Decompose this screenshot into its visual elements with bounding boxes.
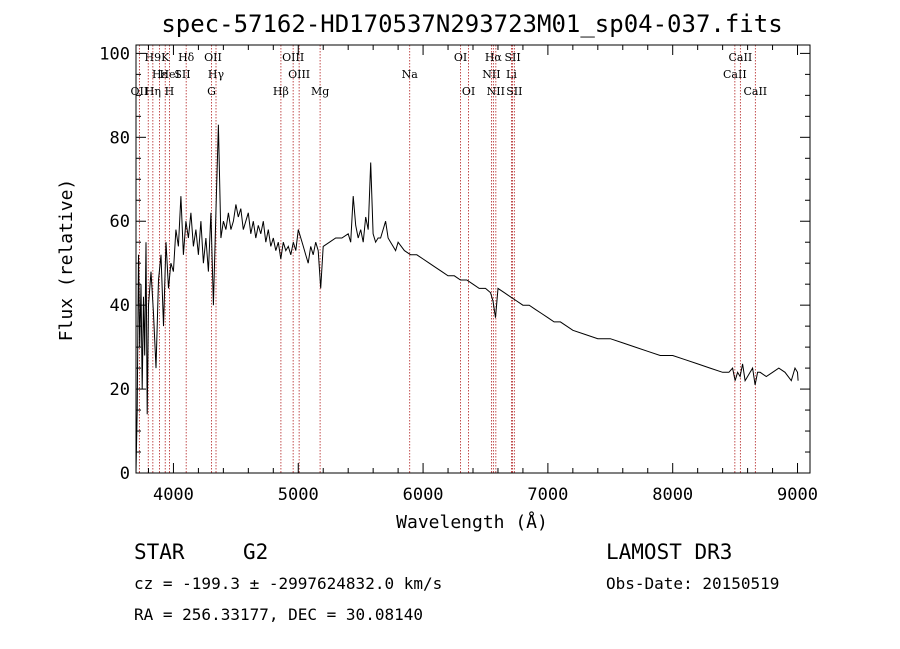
y-tick-label-5: 100 bbox=[99, 44, 130, 64]
plot-frame bbox=[135, 44, 811, 474]
x-tick-label-5: 9000 bbox=[777, 485, 818, 505]
y-tick-label-0: 0 bbox=[120, 464, 130, 484]
survey-name: LAMOST DR3 bbox=[606, 540, 732, 564]
line-label-11: G bbox=[207, 85, 216, 98]
y-tick-label-1: 20 bbox=[110, 380, 130, 400]
line-label-5: Hη bbox=[145, 85, 161, 98]
line-label-12: Hβ bbox=[273, 85, 289, 98]
y-axis-ticks: 0 20 40 60 80 100 bbox=[99, 44, 810, 484]
coordinates: RA = 256.33177, DEC = 30.08140 bbox=[134, 605, 423, 624]
x-tick-label-3: 7000 bbox=[527, 485, 568, 505]
line-label-25: CaII bbox=[729, 51, 753, 64]
line-label-26: CaII bbox=[723, 68, 747, 81]
x-axis-ticks: 4000 5000 6000 7000 8000 9000 bbox=[147, 45, 818, 505]
line-label-16: Na bbox=[402, 68, 419, 81]
line-label-4: HeI bbox=[159, 68, 179, 81]
line-label-17: OI bbox=[454, 51, 467, 64]
line-label-13: OIII bbox=[282, 51, 304, 64]
line-label-14: OIII bbox=[288, 68, 310, 81]
object-class: STAR bbox=[134, 540, 185, 564]
x-tick-label-1: 5000 bbox=[278, 485, 319, 505]
y-tick-label-4: 80 bbox=[110, 128, 130, 148]
spectrum-line bbox=[135, 124, 799, 474]
line-label-9: OII bbox=[204, 51, 222, 64]
observation-date: Obs-Date: 20150519 bbox=[606, 574, 779, 593]
line-label-15: Mg bbox=[311, 85, 329, 98]
x-axis-label: Wavelength (Å) bbox=[396, 511, 548, 533]
line-label-23: NII bbox=[487, 85, 505, 98]
line-label-7: SII bbox=[174, 68, 190, 81]
line-label-19: Hα bbox=[485, 51, 503, 64]
redshift-velocity: cz = -199.3 ± -2997624832.0 km/s bbox=[134, 574, 442, 593]
line-label-20: SII bbox=[504, 51, 520, 64]
line-label-10: Hγ bbox=[208, 68, 225, 81]
y-axis-label: Flux (relative) bbox=[56, 179, 77, 342]
spectral-line-markers bbox=[138, 45, 756, 473]
line-label-1: OII bbox=[131, 85, 149, 98]
line-label-6: H bbox=[165, 85, 175, 98]
line-label-3: K bbox=[161, 51, 170, 64]
line-label-2: Hε bbox=[152, 68, 168, 81]
x-tick-label-0: 4000 bbox=[153, 485, 194, 505]
line-label-18: OI bbox=[462, 85, 475, 98]
line-label-8: Hδ bbox=[178, 51, 195, 64]
chart-title: spec-57162-HD170537N293723M01_sp04-037.f… bbox=[161, 10, 782, 38]
line-label-22: Li bbox=[506, 68, 517, 81]
line-label-27: CaII bbox=[743, 85, 767, 98]
line-label-24: SII bbox=[506, 85, 522, 98]
x-tick-label-4: 8000 bbox=[652, 485, 693, 505]
x-tick-label-2: 6000 bbox=[403, 485, 444, 505]
subclass: G2 bbox=[243, 540, 268, 564]
y-tick-label-3: 60 bbox=[110, 212, 130, 232]
y-tick-label-2: 40 bbox=[110, 296, 130, 316]
line-label-0: H9 bbox=[145, 51, 162, 64]
line-label-21: NII bbox=[482, 68, 500, 81]
